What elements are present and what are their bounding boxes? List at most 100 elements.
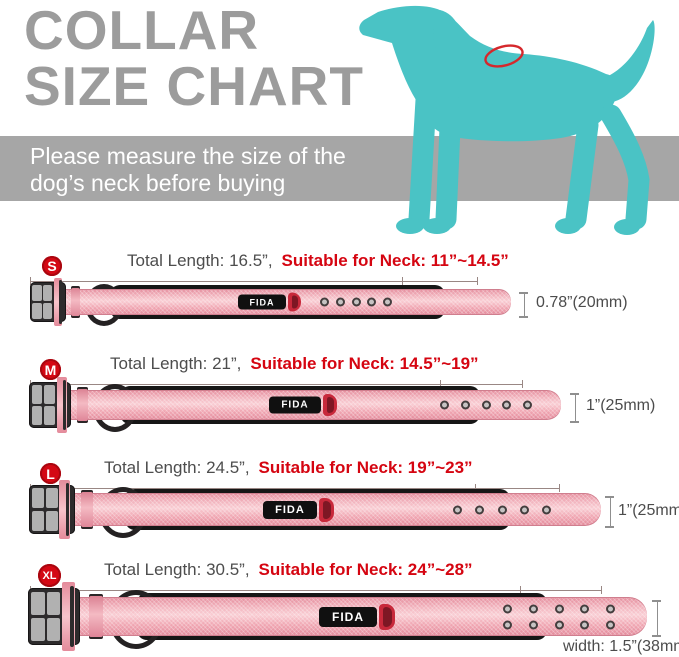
collar-keeper [89, 594, 103, 639]
row-label-m: Total Length: 21”, Suitable for Neck: 14.… [110, 354, 479, 374]
tick [477, 277, 478, 285]
buckle-pane [32, 284, 42, 301]
total-length-label-l: Total Length: 24.5”, [104, 458, 250, 477]
collar-eyelets [453, 505, 551, 514]
page-title: COLLAR SIZE CHART [24, 2, 364, 114]
size-badge-m: M [40, 359, 61, 380]
neck-size-label-l: Suitable for Neck: 19”~23” [258, 458, 473, 477]
buckle-pane [45, 488, 58, 509]
buckle-pane [31, 406, 43, 425]
tick [601, 586, 602, 594]
brand-label: FIDA [249, 297, 275, 307]
buckle-pane [46, 618, 61, 642]
tick [475, 484, 476, 492]
neck-size-label-s: Suitable for Neck: 11”~14.5” [281, 251, 509, 270]
fida-logo-tag: FIDA [263, 500, 317, 519]
dog-foot [614, 219, 640, 235]
buckle-pane [31, 510, 44, 531]
collar-s: FIDA [25, 278, 511, 326]
measure-line-xl [30, 586, 602, 594]
collar-l: FIDA [25, 480, 601, 539]
total-length-label-s: Total Length: 16.5”, [127, 251, 273, 270]
width-label-m: 1”(25mm) [586, 397, 656, 414]
size-badge-s: S [42, 256, 62, 276]
collar-buckle [29, 480, 75, 539]
neck-size-label-m: Suitable for Neck: 14.5”~19” [250, 354, 479, 373]
buckle-pane [42, 284, 53, 301]
width-bracket-l [605, 496, 614, 528]
collar-xl: FIDA [25, 582, 647, 651]
buckle-pane [32, 303, 42, 320]
eyelet-row [503, 620, 615, 629]
size-badge-s-label: S [47, 258, 57, 274]
collar-keeper [77, 387, 88, 423]
size-badge-l: L [40, 463, 61, 484]
buckle-pane [31, 385, 43, 404]
banner-text-line-1: Please measure the size of the [30, 143, 346, 169]
tick [559, 484, 560, 492]
buckle-strap [59, 480, 71, 539]
total-length-label-m: Total Length: 21”, [110, 354, 242, 373]
buckle-prong [69, 585, 74, 648]
tag-d-ring [323, 394, 337, 416]
tag-d-ring [379, 603, 395, 630]
buckle-pane [31, 618, 45, 642]
row-label-s: Total Length: 16.5”, Suitable for Neck: 1… [127, 251, 509, 271]
size-badge-xl-label: XL [42, 569, 57, 582]
brand-label: FIDA [332, 609, 364, 624]
tick [440, 380, 441, 388]
dog-neck-collar-ring [484, 44, 524, 68]
collar-eyelets [320, 297, 392, 307]
buckle-pane [45, 510, 58, 531]
title-line-1: COLLAR [24, 0, 260, 61]
brand-label: FIDA [281, 399, 309, 411]
banner-text: Please measure the size of the dog’s nec… [30, 143, 346, 197]
dog-foot [555, 218, 581, 234]
buckle-pane [42, 303, 53, 320]
dog-illustration [359, 5, 655, 235]
buckle-prong [65, 483, 70, 536]
dog-foot [423, 218, 451, 234]
row-label-l: Total Length: 24.5”, Suitable for Neck: 1… [104, 458, 473, 478]
width-label-l: 1”(25mm) [618, 502, 679, 519]
buckle-pane [31, 488, 44, 509]
banner-text-line-2: dog’s neck before buying [30, 170, 286, 196]
tick [402, 277, 403, 285]
measure-line-m [30, 380, 523, 388]
size-badge-m-label: M [44, 361, 57, 378]
total-length-label-xl: Total Length: 30.5”, [104, 560, 250, 579]
info-banner: Please measure the size of the dog’s nec… [0, 136, 679, 201]
width-bracket-m [570, 393, 579, 423]
title-line-2: SIZE CHART [24, 55, 364, 117]
collar-eyelets [440, 400, 532, 410]
dog-silhouette [359, 5, 655, 235]
buckle-strap [56, 377, 67, 433]
collar-keeper [81, 490, 93, 529]
collar-keeper [71, 286, 80, 318]
tick [30, 277, 31, 285]
size-badge-xl: XL [38, 564, 61, 587]
tick [520, 586, 521, 594]
dog-foot [396, 218, 424, 234]
tick [522, 380, 523, 388]
fida-logo-tag: FIDA [319, 606, 377, 627]
buckle-pane [31, 591, 45, 615]
brand-label: FIDA [275, 503, 305, 516]
buckle-prong [58, 280, 62, 324]
collar-buckle [29, 377, 71, 433]
fida-logo-tag: FIDA [238, 294, 286, 310]
row-label-xl: Total Length: 30.5”, Suitable for Neck: 2… [104, 560, 473, 580]
collar-m: FIDA [25, 377, 561, 433]
dog-ear [433, 10, 462, 63]
width-bracket-xl [652, 600, 661, 637]
buckle-strap [53, 278, 63, 326]
neck-size-label-xl: Suitable for Neck: 24”~28” [258, 560, 473, 579]
width-label-s: 0.78”(20mm) [536, 294, 628, 311]
buckle-pane [44, 406, 56, 425]
eyelet-row [503, 604, 615, 613]
tag-d-ring [319, 497, 334, 522]
width-label-xl: width: 1.5”(38mm) [563, 638, 679, 655]
buckle-prong [62, 380, 66, 430]
collar-buckle [28, 582, 80, 651]
